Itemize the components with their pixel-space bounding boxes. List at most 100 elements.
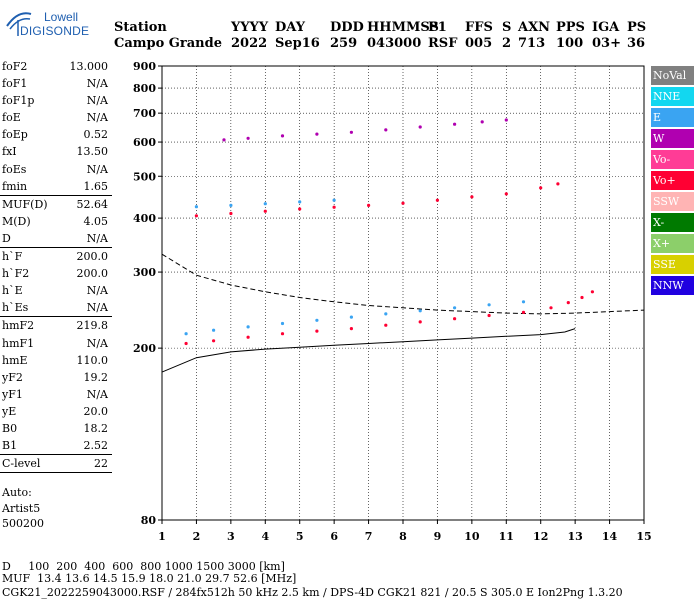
- echo-point: [246, 136, 250, 140]
- x-tick-label: 11: [499, 530, 514, 543]
- param-row: B0 18.2: [0, 420, 112, 437]
- param-value: N/A: [86, 284, 108, 298]
- param-value: 200.0: [76, 267, 109, 281]
- x-tick-label: 2: [193, 530, 201, 543]
- param-name: yE: [2, 404, 17, 418]
- dashed-profile: [161, 253, 645, 315]
- param-row: hmE 110.0: [0, 352, 112, 369]
- param-value: 22: [94, 457, 108, 471]
- echo-point: [549, 306, 553, 310]
- echo-point: [212, 328, 216, 332]
- y-tick-label: 600: [133, 136, 156, 149]
- y-tick-label: 200: [133, 342, 156, 355]
- x-tick-label: 10: [464, 530, 480, 543]
- echo-point: [504, 192, 508, 196]
- x-tick-label: 4: [261, 530, 269, 543]
- legend-item-noval: NoVal: [651, 66, 694, 85]
- param-row: foEp 0.52: [0, 126, 112, 143]
- param-value: 20.0: [83, 404, 109, 418]
- echo-point: [480, 120, 484, 124]
- param-row: fxI 13.50: [0, 143, 112, 160]
- param-value: 18.2: [83, 421, 109, 435]
- param-name: foF1p: [2, 94, 35, 108]
- echo-point: [521, 310, 526, 314]
- echo-point: [315, 132, 319, 136]
- x-tick-label: 12: [533, 530, 548, 543]
- echo-point: [367, 203, 371, 207]
- echo-point: [298, 207, 302, 211]
- param-row: h`Es N/A: [0, 299, 112, 318]
- param-row: MUF(D) 52.64: [0, 196, 112, 213]
- legend-item-nnw: NNW: [651, 276, 694, 295]
- echo-point: [487, 313, 491, 318]
- distance-row: D 100 200 400 600 800 1000 1500 3000 [km…: [2, 560, 285, 573]
- header-label-station: Station: [114, 20, 167, 35]
- echo-point: [222, 138, 226, 142]
- echo-point: [384, 128, 388, 132]
- echo-point: [349, 327, 353, 331]
- param-value: 2.52: [83, 439, 109, 453]
- param-name: hmF1: [2, 336, 35, 350]
- param-row: M(D) 4.05: [0, 213, 112, 230]
- header-label-ddd: DDD: [330, 20, 364, 35]
- param-name: B0: [2, 421, 18, 435]
- x-tick-label: 5: [296, 530, 304, 543]
- echo-point: [280, 134, 285, 138]
- param-row: C-level 22: [0, 455, 112, 474]
- param-row: fmin 1.65: [0, 178, 112, 196]
- echo-point: [418, 320, 422, 324]
- echo-point: [229, 203, 233, 207]
- true-height-profile: [161, 328, 576, 373]
- header-value-pps: 100: [556, 36, 584, 51]
- x-tick-label: 15: [636, 530, 651, 543]
- y-tick-label: 80: [141, 514, 157, 527]
- param-row: h`E N/A: [0, 282, 112, 299]
- param-name: h`E: [2, 284, 23, 298]
- echo-point: [184, 341, 188, 346]
- param-name: hmF2: [2, 319, 35, 333]
- param-name: h`Es: [2, 301, 29, 315]
- echo-point: [384, 312, 388, 316]
- param-name: fmin: [2, 179, 28, 193]
- param-name: MUF(D): [2, 197, 48, 211]
- echo-point: [580, 295, 584, 300]
- x-tick-label: 1: [158, 530, 166, 543]
- param-value: N/A: [86, 162, 108, 176]
- y-tick-label: 700: [133, 107, 156, 120]
- echo-point: [280, 332, 285, 336]
- logo-product: DIGISONDE: [20, 24, 90, 38]
- ionospheric-parameters-panel: foF2 13.000 foF1 N/A foF1p N/A foE N/A foEp 0…: [0, 58, 112, 474]
- param-value: 110.0: [76, 353, 109, 367]
- muf-row: MUF 13.4 13.6 14.5 15.9 18.0 21.0 29.7 5…: [2, 572, 297, 585]
- param-value: 13.50: [76, 145, 109, 159]
- echo-point: [246, 335, 250, 339]
- param-name: B1: [2, 439, 18, 453]
- header-value-s: 2: [502, 36, 512, 51]
- echo-point: [315, 329, 319, 333]
- antenna-logo-icon: [6, 12, 32, 36]
- param-row: foF1 N/A: [0, 75, 112, 92]
- echo-point: [487, 303, 491, 307]
- plot-frame: [161, 65, 645, 521]
- echo-point: [229, 211, 233, 216]
- logo-brand: Lowell: [44, 10, 79, 24]
- param-name: foE: [2, 111, 21, 125]
- param-name: yF2: [2, 370, 23, 384]
- header-label-ps: PS: [627, 20, 647, 35]
- param-value: N/A: [86, 231, 108, 245]
- param-value: 52.64: [76, 197, 109, 211]
- param-name: M(D): [2, 214, 31, 228]
- param-row: foF1p N/A: [0, 92, 112, 109]
- echo-point: [298, 200, 302, 204]
- x-tick-label: 7: [365, 530, 373, 543]
- param-value: N/A: [86, 301, 108, 315]
- param-row: h`F2 200.0: [0, 265, 112, 282]
- echo-point: [418, 125, 422, 129]
- legend-item-w: W: [651, 129, 694, 148]
- x-tick-label: 8: [399, 530, 407, 543]
- param-row: yF1 N/A: [0, 386, 112, 403]
- echo-point: [556, 182, 560, 186]
- header-label-day: DAY: [275, 20, 305, 35]
- x-tick-label: 6: [330, 530, 338, 543]
